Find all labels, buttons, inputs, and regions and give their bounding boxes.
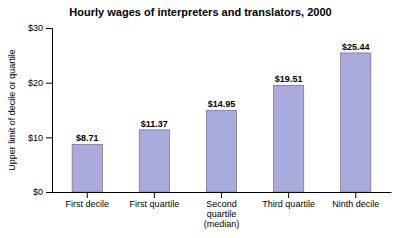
tick-mark <box>154 192 155 198</box>
x-axis: First decile First quartile Secondquartile… <box>53 192 392 229</box>
bar <box>139 130 169 192</box>
tick-label: $0 <box>33 187 43 197</box>
data-label: $25.44 <box>342 42 370 52</box>
tick-mark <box>46 137 52 138</box>
data-label: $8.71 <box>76 133 99 143</box>
tick-label: $10 <box>28 133 43 143</box>
bars <box>72 53 371 192</box>
tick-label: Ninth decile <box>332 199 379 209</box>
data-labels: $8.71 $11.37 $14.95 $19.51 $25.44 <box>76 42 370 143</box>
tick-label: First decile <box>65 199 109 209</box>
tick: $30 <box>28 23 52 33</box>
data-label: $19.51 <box>275 74 303 84</box>
y-axis-title: Upper limit of decile or quartile <box>7 49 17 171</box>
y-axis: $0 $10 $20 $30 <box>28 23 53 197</box>
data-label: $14.95 <box>208 99 236 109</box>
chart: Hourly wages of interpreters and transla… <box>0 0 401 238</box>
tick-mark <box>288 192 289 198</box>
axis-line <box>46 29 53 193</box>
plot: $0 $10 $20 $30 First decile First quartile Sec… <box>28 23 392 229</box>
data-label: $11.37 <box>141 119 168 129</box>
tick-mark <box>87 192 88 198</box>
tick: First quartile <box>130 192 180 209</box>
tick: Ninth decile <box>332 192 379 209</box>
tick: $10 <box>28 133 52 143</box>
tick-label: $20 <box>28 78 43 88</box>
tick-label: Third quartile <box>262 199 315 209</box>
tick: First decile <box>65 192 109 209</box>
tick: $20 <box>28 78 52 88</box>
tick-mark <box>46 28 52 29</box>
bar <box>341 53 371 192</box>
bar <box>72 144 102 192</box>
bar <box>274 85 304 192</box>
title: Hourly wages of interpreters and transla… <box>69 6 331 18</box>
tick-mark <box>46 192 52 193</box>
tick-mark <box>46 83 52 84</box>
tick-label: Secondquartile(median) <box>204 199 240 229</box>
tick-label: $30 <box>28 23 43 33</box>
tick-mark <box>355 192 356 198</box>
tick-label: First quartile <box>130 199 180 209</box>
tick: $0 <box>33 187 52 197</box>
tick-mark <box>221 192 222 198</box>
tick: Secondquartile(median) <box>204 192 240 229</box>
tick: Third quartile <box>262 192 315 209</box>
bar <box>206 110 236 192</box>
